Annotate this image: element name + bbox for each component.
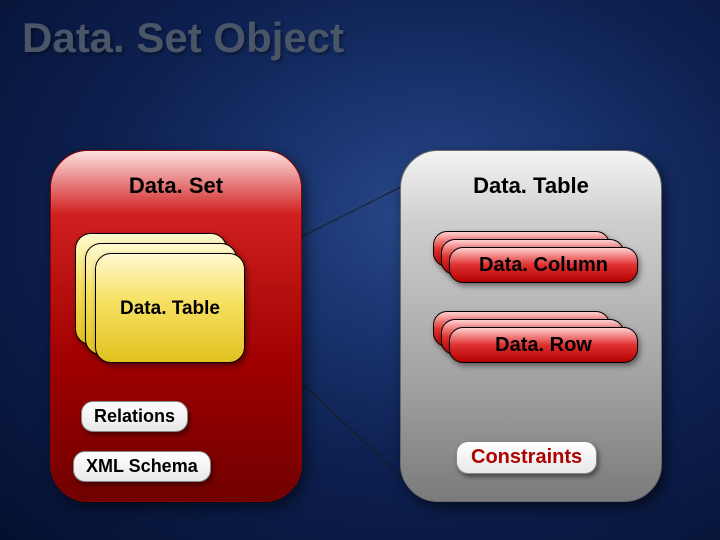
datatable-stack: Data. Table (75, 233, 245, 368)
datacolumn-stack: Data. Column (433, 231, 643, 291)
datarow-stack: Data. Row (433, 311, 643, 371)
relations-pill: Relations (81, 401, 188, 432)
xml-schema-pill: XML Schema (73, 451, 211, 482)
dataset-panel: Data. Set Data. Table Relations XML Sche… (50, 150, 302, 502)
dataset-panel-label: Data. Set (51, 173, 301, 199)
constraints-pill: Constraints (456, 441, 597, 474)
datatable-panel: Data. Table Data. Column Data. Row Const… (400, 150, 662, 502)
datatable-panel-label: Data. Table (401, 173, 661, 199)
slide-title: Data. Set Object (22, 14, 344, 62)
datacolumn-card-front: Data. Column (449, 247, 638, 283)
datatable-card-front: Data. Table (95, 253, 245, 363)
slide-background: Data. Set Object Data. Set Data. Table R… (0, 0, 720, 540)
datarow-card-front: Data. Row (449, 327, 638, 363)
